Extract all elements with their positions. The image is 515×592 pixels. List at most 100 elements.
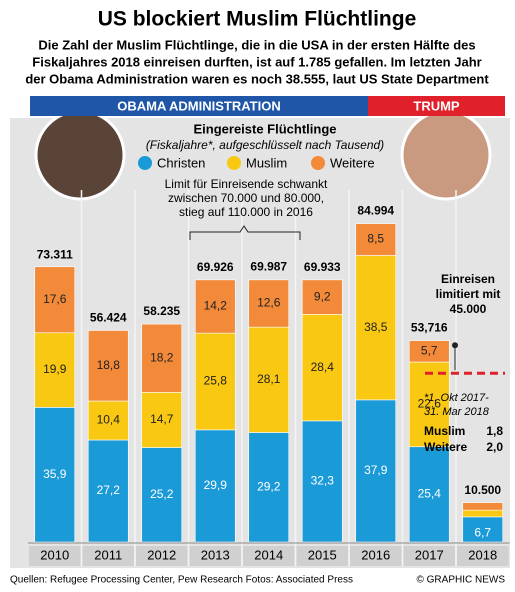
- bar-segment: [248, 432, 290, 543]
- x-tick-label: 2017: [415, 547, 444, 562]
- legend-swatch: [227, 156, 241, 170]
- value-label: 22.6: [418, 397, 442, 411]
- legend-swatch: [138, 156, 152, 170]
- value-label: 28,1: [257, 372, 281, 386]
- bar-segment: [355, 223, 397, 256]
- x-tick-box: [350, 546, 402, 566]
- x-tick-label: 2012: [147, 547, 176, 562]
- bar-segment: [141, 323, 183, 393]
- bar-segment: [355, 255, 397, 401]
- total-label: 56.424: [90, 311, 127, 325]
- legend-label: Christen: [157, 155, 205, 170]
- value-label: 18,8: [97, 358, 121, 372]
- banner-label: TRUMP: [413, 98, 460, 113]
- x-tick-box: [29, 546, 81, 566]
- bar-segment: [355, 399, 397, 543]
- x-tick-label: 2016: [361, 547, 390, 562]
- value-label: 10,4: [97, 413, 121, 427]
- value-label: 28,4: [311, 360, 335, 374]
- bar-segment: [248, 326, 290, 433]
- note-value: 2,0: [486, 440, 503, 454]
- annotation: zwischen 70.000 und 80.000,: [168, 191, 324, 205]
- value-label: 14,2: [204, 299, 228, 313]
- x-tick-box: [457, 546, 509, 566]
- bar-segment: [141, 392, 183, 448]
- note-series: Muslim: [424, 424, 465, 438]
- value-label: 27,2: [97, 483, 121, 497]
- value-label: 35,9: [43, 467, 67, 481]
- legend-swatch: [311, 156, 325, 170]
- bar-segment: [194, 279, 236, 334]
- legend-subtitle: (Fiskaljahre*, aufgeschlüsselt nach Taus…: [146, 138, 384, 152]
- value-label: 8,5: [367, 232, 384, 246]
- value-label: 29,2: [257, 479, 281, 493]
- total-label: 69.926: [197, 260, 234, 274]
- total-label: 69.933: [304, 260, 341, 274]
- value-label: 19,9: [43, 362, 67, 376]
- subtitle: Fiskaljahres 2018 einreisen durften, ist…: [32, 54, 481, 69]
- value-label: 9,2: [314, 289, 331, 303]
- legend-label: Muslim: [246, 155, 287, 170]
- bar-segment: [34, 407, 76, 543]
- bar-segment: [87, 439, 129, 543]
- bar-segment: [248, 279, 290, 328]
- x-tick-label: 2010: [40, 547, 69, 562]
- legend-title: Eingereiste Flüchtlinge: [193, 121, 336, 136]
- limit-label: Einreisen: [441, 272, 495, 286]
- value-label: 18,2: [150, 350, 174, 364]
- total-label: 10.500: [464, 483, 501, 497]
- total-label: 69.987: [250, 260, 287, 274]
- total-label: 53,716: [411, 321, 448, 335]
- x-tick-label: 2018: [468, 547, 497, 562]
- value-label: 17,6: [43, 292, 67, 306]
- value-label: 12,6: [257, 296, 281, 310]
- note-series: Weitere: [424, 440, 467, 454]
- x-tick-label: 2014: [254, 547, 283, 562]
- bar-segment: [462, 509, 504, 518]
- credit: © GRAPHIC NEWS: [417, 575, 506, 586]
- value-label: 37,9: [364, 463, 388, 477]
- limit-label: limitiert mit: [436, 287, 501, 301]
- bar-segment: [408, 340, 450, 363]
- subtitle: Die Zahl der Muslim Flüchtlinge, die in …: [38, 37, 475, 52]
- value-label: 32,3: [311, 474, 335, 488]
- x-tick-box: [136, 546, 188, 566]
- value-label: 29,9: [204, 478, 228, 492]
- total-label: 58.235: [143, 304, 180, 318]
- bar-segment: [462, 502, 504, 511]
- x-tick-box: [82, 546, 134, 566]
- value-label: 14,7: [150, 412, 174, 426]
- x-tick-label: 2013: [201, 547, 230, 562]
- value-label: 25,4: [418, 487, 442, 501]
- note: *1. Okt 2017-: [424, 392, 489, 404]
- x-tick-label: 2011: [94, 547, 122, 562]
- bar-segment: [301, 279, 343, 315]
- note-value: 1,8: [486, 424, 503, 438]
- bar-segment: [301, 314, 343, 422]
- bar-segment: [462, 516, 504, 543]
- chart-title: US blockiert Muslim Flüchtlinge: [98, 8, 417, 31]
- legend-label: Weitere: [330, 155, 375, 170]
- value-label: 38,5: [364, 320, 388, 334]
- annotation-bracket: [189, 225, 301, 240]
- value-label: 5,7: [421, 343, 438, 357]
- bar-segment: [301, 420, 343, 543]
- photo-obama: [34, 109, 126, 201]
- bar-segment: [87, 400, 129, 441]
- x-tick-box: [189, 546, 241, 566]
- value-label: 6,7: [474, 526, 491, 540]
- bar-segment: [194, 429, 236, 543]
- limit-label: 45.000: [450, 302, 487, 316]
- value-label: 25,2: [150, 487, 174, 501]
- banner-label: OBAMA ADMINISTRATION: [117, 98, 280, 113]
- note: 31. Mar 2018: [424, 406, 490, 418]
- total-label: 84.994: [357, 203, 394, 217]
- bar-segment: [34, 332, 76, 408]
- x-tick-box: [296, 546, 348, 566]
- bar-segment: [87, 330, 129, 402]
- x-tick-box: [403, 546, 455, 566]
- bar-segment: [141, 447, 183, 543]
- bar-segment: [194, 332, 236, 431]
- source: Quellen: Refugee Processing Center, Pew …: [10, 575, 353, 586]
